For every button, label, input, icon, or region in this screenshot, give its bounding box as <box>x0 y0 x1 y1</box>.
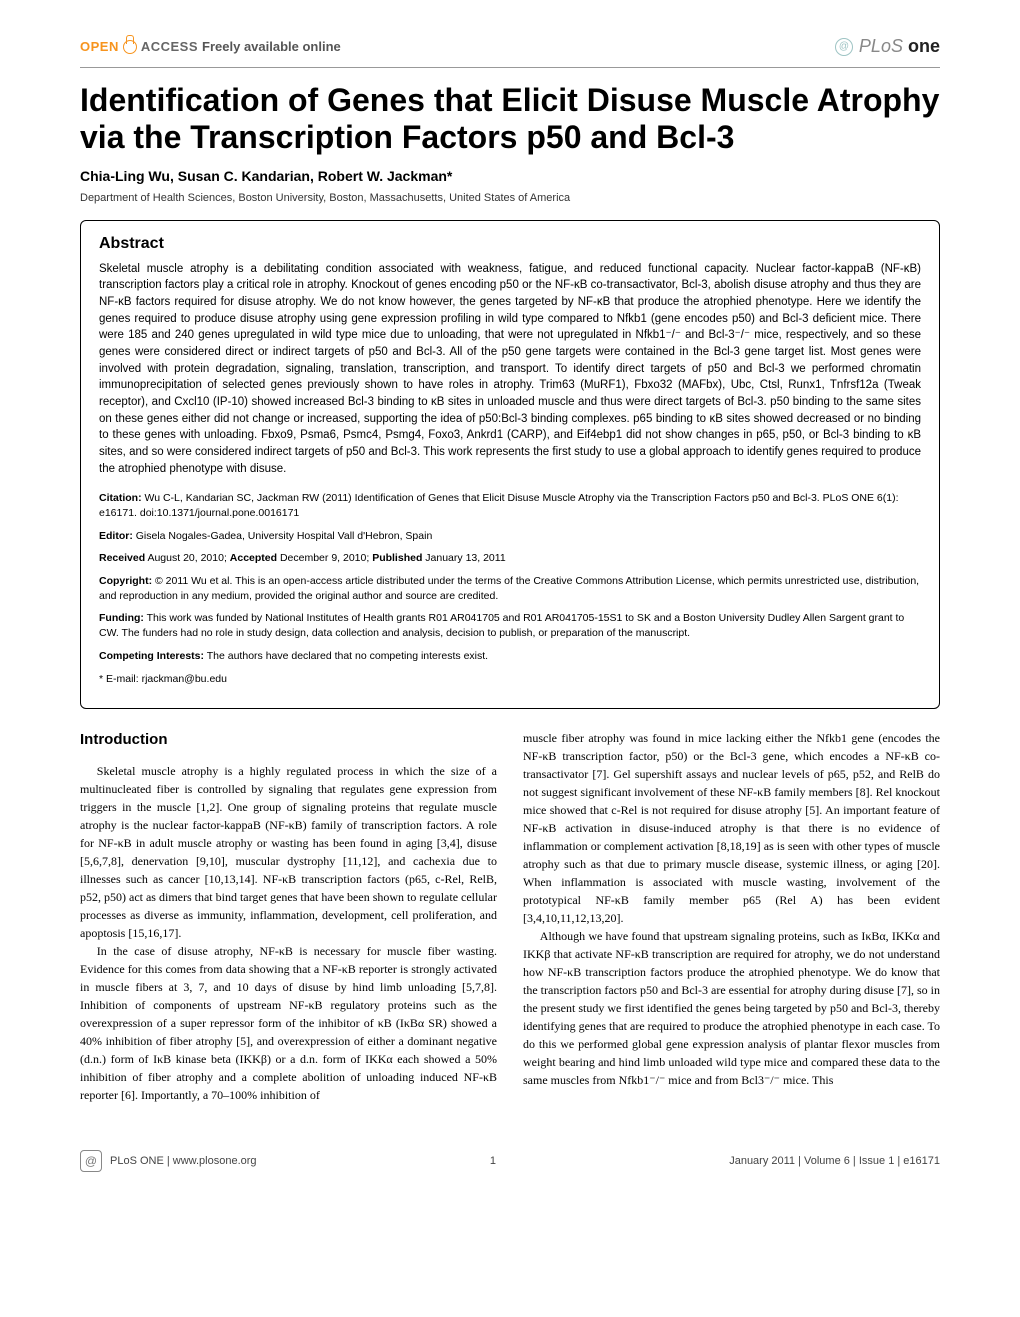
journal-logo: @ PLoS one <box>835 36 940 57</box>
open-access-lock-icon <box>123 40 137 54</box>
introduction-heading: Introduction <box>80 729 497 752</box>
copyright-text: © 2011 Wu et al. This is an open-access … <box>99 575 919 602</box>
open-label: OPEN <box>80 39 119 54</box>
abstract-box: Abstract Skeletal muscle atrophy is a de… <box>80 220 940 710</box>
citation-text: Wu C-L, Kandarian SC, Jackman RW (2011) … <box>99 492 899 519</box>
abstract-body: Skeletal muscle atrophy is a debilitatin… <box>99 261 921 478</box>
accepted-label: Accepted <box>230 552 277 564</box>
affiliation: Department of Health Sciences, Boston Un… <box>80 192 940 204</box>
copyright-label: Copyright: <box>99 575 152 587</box>
corresponding-email: * E-mail: rjackman@bu.edu <box>99 672 921 687</box>
column-right: muscle fiber atrophy was found in mice l… <box>523 729 940 1104</box>
open-access-badge: OPEN ACCESS Freely available online <box>80 39 341 54</box>
plos-one-text: one <box>908 36 940 56</box>
editor-line: Editor: Gisela Nogales-Gadea, University… <box>99 529 921 544</box>
column-left: Introduction Skeletal muscle atrophy is … <box>80 729 497 1104</box>
intro-p2: In the case of disuse atrophy, NF-κB is … <box>80 942 497 1104</box>
plos-footer-icon: @ <box>80 1150 102 1172</box>
competing-label: Competing Interests: <box>99 650 204 662</box>
citation-label: Citation: <box>99 492 142 504</box>
footer-issue: January 2011 | Volume 6 | Issue 1 | e161… <box>729 1155 940 1167</box>
intro-p1: Skeletal muscle atrophy is a highly regu… <box>80 762 497 942</box>
received-date: August 20, 2010; <box>145 552 230 564</box>
accepted-date: December 9, 2010; <box>277 552 372 564</box>
footer-left: @ PLoS ONE | www.plosone.org <box>80 1150 257 1172</box>
citation-line: Citation: Wu C-L, Kandarian SC, Jackman … <box>99 491 921 520</box>
published-date: January 13, 2011 <box>422 552 505 564</box>
funding-label: Funding: <box>99 612 144 624</box>
editor-label: Editor: <box>99 530 133 542</box>
received-label: Received <box>99 552 145 564</box>
dates-line: Received August 20, 2010; Accepted Decem… <box>99 551 921 566</box>
abstract-heading: Abstract <box>99 235 921 253</box>
access-label: ACCESS <box>141 39 198 54</box>
copyright-line: Copyright: © 2011 Wu et al. This is an o… <box>99 574 921 603</box>
intro-p4: Although we have found that upstream sig… <box>523 927 940 1089</box>
article-title: Identification of Genes that Elicit Disu… <box>80 82 940 156</box>
footer-page-number: 1 <box>490 1155 496 1167</box>
article-meta: Citation: Wu C-L, Kandarian SC, Jackman … <box>99 491 921 686</box>
footer-site: PLoS ONE | www.plosone.org <box>110 1155 257 1167</box>
funding-line: Funding: This work was funded by Nationa… <box>99 611 921 640</box>
funding-text: This work was funded by National Institu… <box>99 612 904 639</box>
page-footer: @ PLoS ONE | www.plosone.org 1 January 2… <box>80 1144 940 1172</box>
author-list: Chia-Ling Wu, Susan C. Kandarian, Robert… <box>80 168 940 184</box>
published-label: Published <box>372 552 422 564</box>
plos-text: PLoS <box>859 36 903 56</box>
page-header: OPEN ACCESS Freely available online @ PL… <box>80 36 940 57</box>
body-columns: Introduction Skeletal muscle atrophy is … <box>80 729 940 1104</box>
competing-text: The authors have declared that no compet… <box>204 650 488 662</box>
header-rule <box>80 67 940 68</box>
plos-swirl-icon: @ <box>835 38 853 56</box>
freely-available-text: Freely available online <box>202 39 341 54</box>
editor-text: Gisela Nogales-Gadea, University Hospita… <box>133 530 432 542</box>
intro-p3: muscle fiber atrophy was found in mice l… <box>523 729 940 927</box>
competing-line: Competing Interests: The authors have de… <box>99 649 921 664</box>
